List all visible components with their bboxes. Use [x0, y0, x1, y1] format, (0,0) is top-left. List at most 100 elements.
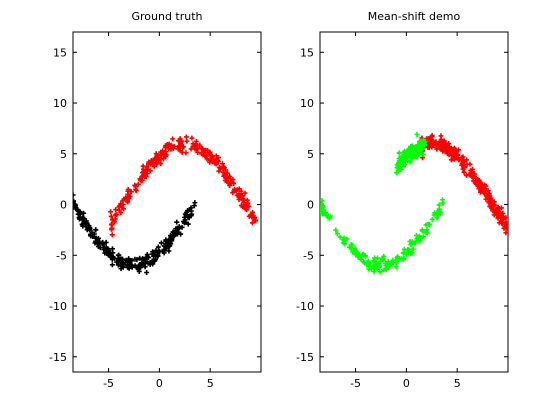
data-point — [347, 244, 353, 250]
data-point — [140, 163, 146, 169]
data-point — [360, 259, 366, 265]
data-point — [178, 140, 184, 146]
data-point — [231, 188, 237, 194]
data-point — [399, 256, 405, 262]
data-point — [429, 216, 435, 222]
data-point — [139, 262, 145, 268]
data-point — [460, 159, 466, 165]
data-point — [134, 257, 140, 263]
data-point — [384, 261, 390, 267]
data-point — [416, 237, 422, 243]
data-point — [381, 253, 387, 259]
data-point — [144, 270, 150, 276]
data-point — [212, 160, 218, 166]
data-point — [115, 262, 121, 268]
data-point — [135, 181, 141, 187]
data-point — [167, 233, 173, 239]
data-point — [401, 161, 407, 167]
data-point — [227, 182, 233, 188]
data-point — [377, 269, 383, 275]
data-point — [95, 244, 101, 250]
data-point — [171, 231, 177, 237]
data-point — [361, 251, 367, 257]
data-point — [165, 143, 171, 149]
data-point — [464, 157, 470, 163]
data-point — [485, 191, 491, 197]
data-point — [163, 238, 169, 244]
data-point — [448, 147, 454, 153]
data-point — [250, 209, 256, 215]
data-point — [119, 263, 124, 269]
data-point — [137, 255, 143, 261]
data-point — [405, 247, 411, 253]
data-point — [220, 164, 226, 170]
data-point — [436, 206, 442, 212]
data-point — [175, 138, 181, 144]
data-point — [126, 265, 132, 271]
y-tick-label: 15 — [300, 46, 314, 59]
data-point — [171, 143, 177, 149]
data-point — [503, 215, 508, 221]
data-point — [434, 146, 440, 152]
data-point — [500, 220, 506, 226]
data-point — [144, 252, 150, 258]
data-point — [396, 165, 402, 171]
data-point — [204, 156, 210, 162]
data-point — [123, 257, 129, 263]
data-point — [429, 132, 435, 138]
data-point — [251, 215, 257, 221]
data-point — [210, 156, 216, 162]
data-point — [487, 198, 493, 204]
data-point — [90, 233, 96, 239]
data-point — [180, 144, 186, 150]
data-point — [170, 136, 176, 142]
data-point — [120, 198, 126, 204]
data-point — [97, 240, 103, 246]
data-point — [434, 215, 440, 221]
y-tick-label: 5 — [60, 148, 67, 161]
data-point — [157, 151, 163, 157]
data-point — [208, 153, 214, 159]
data-point — [376, 263, 382, 269]
data-point — [400, 155, 406, 161]
data-point — [440, 200, 446, 206]
data-point — [137, 264, 143, 270]
data-point — [162, 248, 168, 254]
data-point — [340, 240, 346, 246]
x-tick-label: 5 — [454, 377, 461, 390]
data-point — [108, 209, 114, 215]
data-point — [334, 231, 340, 237]
data-point — [410, 246, 416, 252]
data-point — [412, 145, 418, 151]
y-tick-label: 15 — [53, 46, 67, 59]
y-tick-label: -15 — [296, 351, 314, 364]
data-point — [174, 219, 180, 225]
data-point — [147, 168, 153, 174]
data-point — [475, 177, 481, 183]
data-point — [461, 169, 467, 175]
data-point — [73, 201, 78, 207]
x-tick-label: 0 — [156, 377, 163, 390]
data-point — [419, 228, 425, 234]
data-point — [109, 262, 115, 268]
data-point — [139, 177, 145, 183]
data-point — [444, 146, 450, 152]
plot-area — [319, 31, 509, 373]
data-point — [498, 215, 504, 221]
data-point — [418, 141, 424, 147]
data-point — [95, 235, 101, 241]
data-point — [366, 263, 372, 269]
data-point — [456, 147, 462, 153]
data-point — [481, 182, 487, 188]
data-point — [499, 205, 505, 211]
data-point — [154, 152, 160, 158]
data-point — [155, 244, 161, 250]
data-point — [93, 227, 99, 233]
data-point — [240, 204, 246, 210]
data-point — [80, 215, 86, 221]
x-tick-label: -5 — [350, 377, 361, 390]
data-point — [372, 255, 378, 261]
data-point — [393, 264, 399, 270]
data-point — [120, 260, 126, 266]
data-point — [81, 219, 87, 225]
